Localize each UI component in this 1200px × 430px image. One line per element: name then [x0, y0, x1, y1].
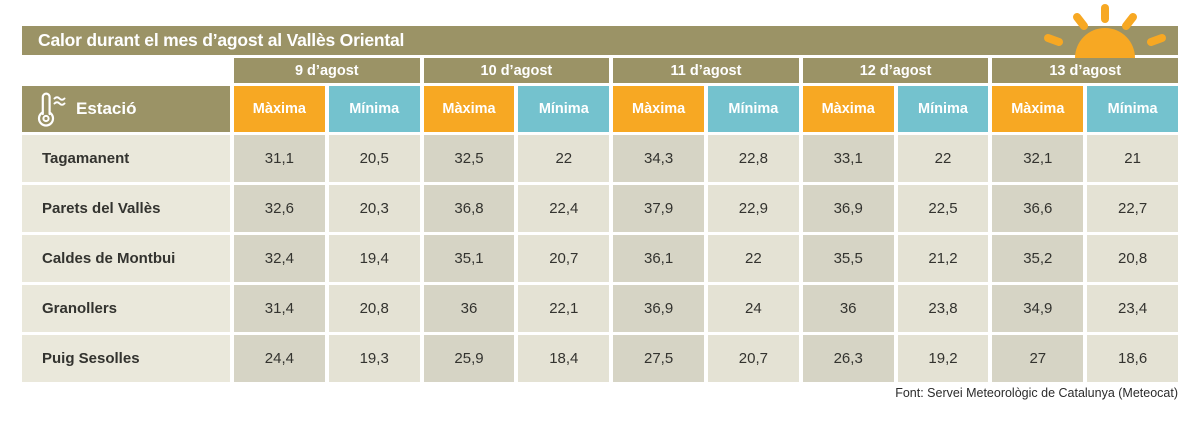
date-header: 11 d’agost: [613, 58, 799, 83]
title-bar: Calor durant el mes d’agost al Vallès Or…: [22, 26, 1178, 55]
value-cell: 22,8: [708, 135, 799, 182]
max-header: Màxima: [802, 86, 894, 132]
value-cell: 36: [802, 285, 894, 332]
value-cell: 36: [423, 285, 515, 332]
value-cell: 27,5: [613, 335, 704, 382]
min-header: Mínima: [518, 86, 610, 132]
value-cell: 20,8: [328, 285, 420, 332]
value-cell: 37,9: [613, 185, 704, 232]
value-cell: 31,4: [234, 285, 325, 332]
value-cell: 35,2: [992, 235, 1084, 282]
value-cell: 32,6: [234, 185, 325, 232]
station-name-cell: Tagamanent: [22, 135, 230, 182]
station-name-cell: Granollers: [22, 285, 230, 332]
value-cell: 36,8: [423, 185, 515, 232]
value-cell: 24,4: [234, 335, 325, 382]
max-header: Màxima: [423, 86, 515, 132]
header-spacer: [22, 58, 230, 83]
value-cell: 22: [518, 135, 610, 182]
temperature-table: 9 d’agost 10 d’agost 11 d’agost 12 d’ago…: [22, 58, 1178, 382]
sun-icon: [1044, 4, 1166, 58]
station-name-cell: Puig Sesolles: [22, 335, 230, 382]
max-header: Màxima: [234, 86, 325, 132]
value-cell: 24: [708, 285, 799, 332]
value-cell: 19,3: [328, 335, 420, 382]
value-cell: 27: [992, 335, 1084, 382]
footer-note: Font: Servei Meteorològic de Catalunya (…: [895, 386, 1178, 400]
min-header: Mínima: [897, 86, 989, 132]
value-cell: 22,9: [708, 185, 799, 232]
value-cell: 36,9: [613, 285, 704, 332]
value-cell: 36,9: [802, 185, 894, 232]
value-cell: 20,3: [328, 185, 420, 232]
value-cell: 20,8: [1087, 235, 1178, 282]
min-header: Mínima: [1087, 86, 1178, 132]
value-cell: 23,8: [897, 285, 989, 332]
value-cell: 34,9: [992, 285, 1084, 332]
value-cell: 32,1: [992, 135, 1084, 182]
value-cell: 22: [897, 135, 989, 182]
value-cell: 35,5: [802, 235, 894, 282]
value-cell: 19,2: [897, 335, 989, 382]
value-cell: 19,4: [328, 235, 420, 282]
value-cell: 34,3: [613, 135, 704, 182]
value-cell: 18,6: [1087, 335, 1178, 382]
value-cell: 20,7: [708, 335, 799, 382]
date-header: 13 d’agost: [992, 58, 1178, 83]
station-column-header: Estació: [22, 86, 230, 132]
date-header: 12 d’agost: [802, 58, 989, 83]
value-cell: 33,1: [802, 135, 894, 182]
value-cell: 35,1: [423, 235, 515, 282]
value-cell: 22,5: [897, 185, 989, 232]
value-cell: 36,6: [992, 185, 1084, 232]
value-cell: 32,5: [423, 135, 515, 182]
station-header-label: Estació: [76, 99, 137, 118]
value-cell: 23,4: [1087, 285, 1178, 332]
value-cell: 18,4: [518, 335, 610, 382]
value-cell: 20,7: [518, 235, 610, 282]
value-cell: 31,1: [234, 135, 325, 182]
value-cell: 22,1: [518, 285, 610, 332]
max-header: Màxima: [992, 86, 1084, 132]
value-cell: 32,4: [234, 235, 325, 282]
station-name-cell: Caldes de Montbui: [22, 235, 230, 282]
page-title: Calor durant el mes d’agost al Vallès Or…: [38, 30, 405, 50]
max-header: Màxima: [613, 86, 704, 132]
min-header: Mínima: [708, 86, 799, 132]
value-cell: 36,1: [613, 235, 704, 282]
thermometer-icon: [37, 92, 66, 127]
value-cell: 20,5: [328, 135, 420, 182]
value-cell: 21,2: [897, 235, 989, 282]
date-header: 9 d’agost: [234, 58, 420, 83]
min-header: Mínima: [328, 86, 420, 132]
value-cell: 22: [708, 235, 799, 282]
value-cell: 22,4: [518, 185, 610, 232]
value-cell: 25,9: [423, 335, 515, 382]
value-cell: 22,7: [1087, 185, 1178, 232]
value-cell: 26,3: [802, 335, 894, 382]
date-header: 10 d’agost: [423, 58, 610, 83]
value-cell: 21: [1087, 135, 1178, 182]
station-name-cell: Parets del Vallès: [22, 185, 230, 232]
